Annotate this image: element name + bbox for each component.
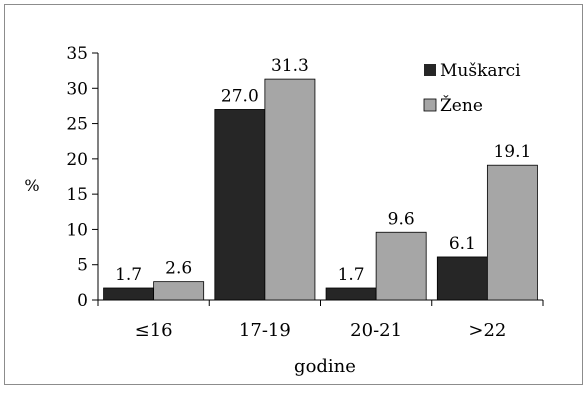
x-tick-label: ≤16 (135, 320, 173, 341)
bar (486, 164, 538, 301)
y-tick-label: 10 (66, 220, 88, 240)
bar (103, 287, 155, 301)
data-label: 9.6 (388, 209, 415, 229)
bar (214, 109, 266, 301)
bars (103, 78, 538, 301)
data-label: 1.7 (115, 265, 142, 285)
x-tick-label: >22 (468, 320, 506, 341)
legend: Muškarci Žene (423, 61, 521, 116)
data-label: 19.1 (493, 142, 531, 162)
y-tick-label: 30 (66, 79, 88, 99)
x-axis-title: godine (294, 356, 356, 377)
data-label: 27.0 (221, 86, 259, 106)
bar (436, 256, 488, 301)
x-tick-label: 17-19 (239, 320, 291, 341)
bar (153, 281, 205, 301)
bar (264, 78, 316, 301)
legend-label-zene: Žene (440, 95, 483, 116)
x-tick-label: 20-21 (350, 320, 402, 341)
y-tick-label: 15 (66, 185, 88, 205)
y-tick-label: 20 (66, 150, 88, 170)
y-tick-label: 0 (77, 291, 88, 311)
data-labels: 1.7 27.0 1.7 6.1 2.6 31.3 9.6 19.1 (115, 56, 531, 285)
data-label: 2.6 (165, 259, 192, 279)
bar (375, 231, 427, 301)
legend-swatch-zene (423, 98, 437, 112)
y-tick-label: 35 (66, 44, 88, 64)
data-label: 1.7 (338, 265, 365, 285)
y-axis-title: % (24, 176, 39, 195)
y-tick-label: 5 (77, 256, 88, 276)
y-tick-label: 25 (66, 115, 88, 135)
y-axis: 0 5 10 15 20 25 30 35 (66, 44, 99, 311)
legend-swatch-muskarci (424, 64, 436, 76)
data-label: 6.1 (449, 234, 476, 254)
legend-label-muskarci: Muškarci (440, 61, 521, 81)
data-label: 31.3 (271, 56, 309, 76)
bar (325, 287, 377, 301)
